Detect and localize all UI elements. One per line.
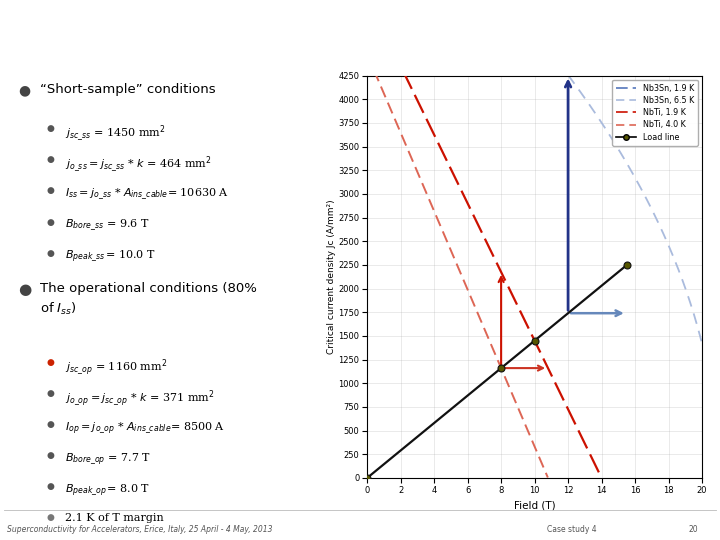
Text: ●: ●: [47, 451, 55, 460]
Text: The operational conditions (80%
of $I_{ss}$): The operational conditions (80% of $I_{s…: [40, 282, 256, 317]
Text: $I_{ss} = j_{o\_ss}$ * $A_{ins\_cable}$= 10630 A: $I_{ss} = j_{o\_ss}$ * $A_{ins\_cable}$=…: [65, 186, 229, 202]
Text: ●: ●: [47, 186, 55, 195]
Text: 2.1 K of T margin: 2.1 K of T margin: [65, 514, 163, 523]
Text: 20: 20: [689, 525, 698, 534]
X-axis label: Field (T): Field (T): [514, 500, 555, 510]
Text: ●: ●: [47, 389, 55, 398]
Text: ●: ●: [47, 218, 55, 226]
Text: $B_{peak\_op\,}$= 8.0 T: $B_{peak\_op\,}$= 8.0 T: [65, 482, 150, 498]
Text: ●: ●: [47, 156, 55, 164]
Text: $j_{sc\_ss}$ = 1450 mm$^2$: $j_{sc\_ss}$ = 1450 mm$^2$: [65, 124, 166, 144]
Text: ●: ●: [47, 420, 55, 429]
Text: ●: ●: [18, 83, 30, 97]
Text: Superconductivity for Accelerators, Erice, Italy, 25 April - 4 May, 2013: Superconductivity for Accelerators, Eric…: [7, 525, 273, 534]
Text: Margins Nb-Ti: Margins Nb-Ti: [284, 45, 436, 64]
Legend: Nb3Sn, 1.9 K, Nb3Sn, 6.5 K, NbTi, 1.9 K, NbTi, 4.0 K, Load line: Nb3Sn, 1.9 K, Nb3Sn, 6.5 K, NbTi, 1.9 K,…: [612, 79, 698, 146]
Y-axis label: Critical current density Jc (A/mm²): Critical current density Jc (A/mm²): [327, 199, 336, 354]
Text: ●: ●: [47, 482, 55, 491]
Text: ●: ●: [47, 358, 55, 367]
Text: $j_{sc\_op}$ = 1160 mm$^2$: $j_{sc\_op}$ = 1160 mm$^2$: [65, 358, 167, 378]
Text: Case study 4 solution: Case study 4 solution: [246, 15, 474, 34]
Text: “Short-sample” conditions: “Short-sample” conditions: [40, 83, 215, 96]
Text: $I_{op} = j_{o\_op}$ * $A_{ins\_cable}$= 8500 A: $I_{op} = j_{o\_op}$ * $A_{ins\_cable}$=…: [65, 420, 225, 436]
Text: $B_{bore\_op}$ = 7.7 T: $B_{bore\_op}$ = 7.7 T: [65, 451, 151, 467]
Text: $B_{peak\_ss\,}$= 10.0 T: $B_{peak\_ss\,}$= 10.0 T: [65, 248, 156, 264]
Text: $j_{o\_ss} = j_{sc\_ss}$ * $k$ = 464 mm$^2$: $j_{o\_ss} = j_{sc\_ss}$ * $k$ = 464 mm$…: [65, 156, 211, 176]
Text: Case study 4: Case study 4: [547, 525, 597, 534]
Text: $B_{bore\_ss}$ = 9.6 T: $B_{bore\_ss}$ = 9.6 T: [65, 218, 149, 233]
Text: ●: ●: [47, 124, 55, 133]
Text: ●: ●: [47, 248, 55, 258]
Text: $j_{o\_op} = j_{sc\_op}$ * $k$ = 371 mm$^2$: $j_{o\_op} = j_{sc\_op}$ * $k$ = 371 mm$…: [65, 389, 215, 409]
Text: ●: ●: [47, 514, 55, 522]
Text: ●: ●: [18, 282, 31, 297]
